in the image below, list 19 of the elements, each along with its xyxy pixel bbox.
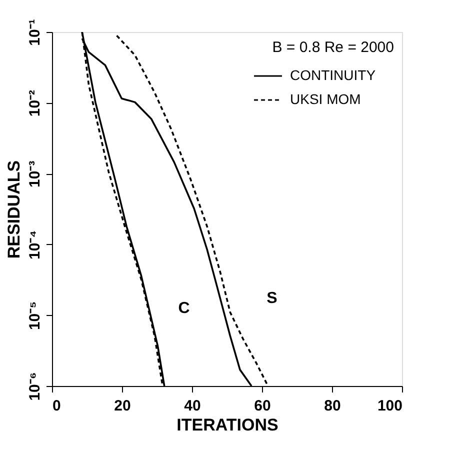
- legend-label: CONTINUITY: [290, 67, 376, 83]
- x-tick-label: 100: [377, 398, 402, 414]
- annotation: S: [266, 290, 278, 307]
- x-axis-title: ITERATIONS: [176, 416, 278, 434]
- x-tick-label: 60: [254, 398, 271, 414]
- x-tick-label: 40: [184, 398, 201, 414]
- y-tick-label: 10⁻²: [26, 90, 44, 117]
- y-tick-label: 10⁻¹: [26, 19, 44, 46]
- y-tick-label: 10⁻³: [26, 160, 44, 188]
- x-tick-label: 0: [52, 398, 61, 414]
- y-tick-label: 10⁻⁶: [26, 372, 44, 401]
- y-axis-title: RESIDUALS: [4, 160, 24, 259]
- x-tick-label: 20: [114, 398, 131, 414]
- y-tick-label: 10⁻⁵: [26, 301, 44, 330]
- legend-label: UKSI MOM: [290, 91, 361, 107]
- annotation: B = 0.8 Re = 2000: [272, 39, 394, 56]
- y-tick-label: 10⁻⁴: [26, 230, 44, 260]
- annotation: C: [178, 300, 190, 317]
- x-tick-label: 80: [324, 398, 341, 414]
